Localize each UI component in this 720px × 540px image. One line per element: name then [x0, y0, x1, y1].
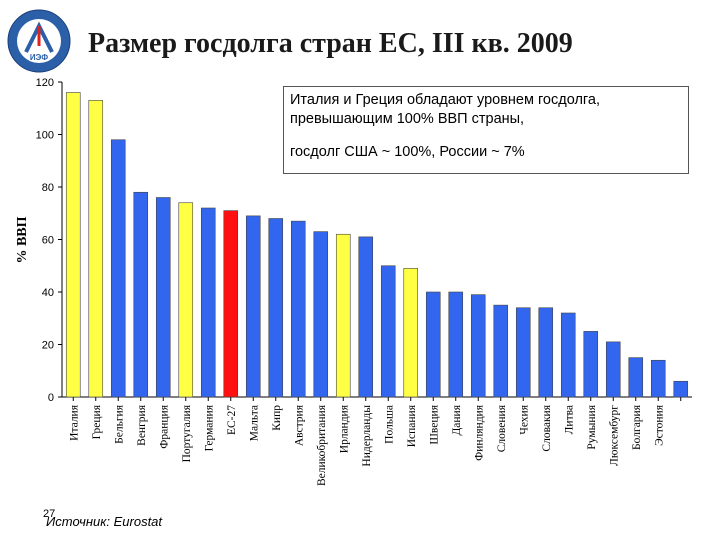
- x-tick-label: Словения: [496, 404, 508, 452]
- bar: [515, 307, 531, 398]
- y-tick-label: 40: [42, 287, 54, 299]
- bar: [133, 191, 149, 398]
- y-tick-label: 60: [42, 235, 54, 247]
- annotation-box: Италия и Греция обладают уровнем госдолг…: [283, 86, 689, 174]
- x-tick-label: Италия: [68, 404, 80, 441]
- source-note: Источник: Eurostat: [46, 514, 163, 529]
- x-tick-label: Финляндия: [473, 404, 485, 461]
- x-tick-label: Ирландия: [338, 404, 350, 453]
- bar: [268, 218, 284, 398]
- x-tick-label: Португалия: [181, 404, 193, 462]
- bar: [605, 341, 621, 398]
- x-tick-label: Румыния: [586, 404, 598, 449]
- x-tick-label: Польша: [383, 405, 395, 444]
- bar: [223, 210, 239, 398]
- bar: [493, 304, 509, 398]
- bar: [380, 265, 396, 398]
- bar: [200, 207, 216, 398]
- bar: [65, 92, 81, 398]
- x-tick-label: Греция: [91, 404, 103, 439]
- y-tick-label: 80: [42, 182, 54, 194]
- y-tick-label: 120: [36, 77, 54, 89]
- bar: [178, 202, 194, 398]
- institute-logo: ИЭФ: [7, 9, 71, 73]
- bar: [628, 357, 644, 398]
- bar: [448, 291, 464, 398]
- bar: [245, 215, 261, 398]
- bar: [110, 139, 126, 398]
- bar: [650, 359, 666, 398]
- bar: [313, 231, 329, 398]
- x-tick-label: ЕС-27: [226, 405, 238, 435]
- bar: [155, 197, 171, 398]
- bar: [583, 331, 599, 398]
- x-tick-label: Швеция: [428, 404, 440, 444]
- bar: [538, 307, 554, 398]
- slide-number: 27: [43, 508, 56, 520]
- x-tick-label: Эстония: [653, 404, 665, 446]
- bar: [88, 100, 104, 398]
- x-tick-label: Болгария: [631, 404, 643, 450]
- x-tick-label: Словакия: [541, 404, 553, 451]
- bar: [290, 220, 306, 398]
- x-tick-label: Германия: [203, 404, 215, 451]
- slide-title: Размер госдолга стран ЕС, III кв. 2009: [88, 28, 573, 59]
- x-tick-label: Испания: [406, 404, 418, 447]
- x-tick-label: Нидерланды: [361, 405, 373, 467]
- x-tick-label: Франция: [158, 404, 170, 448]
- x-tick-label: Австрия: [293, 404, 305, 446]
- bar: [335, 233, 351, 398]
- x-tick-label: Кипр: [271, 405, 283, 431]
- bar: [470, 294, 486, 398]
- bar: [560, 312, 576, 398]
- x-tick-label: Бельгия: [113, 404, 125, 444]
- x-tick-label: Дания: [451, 404, 463, 435]
- x-tick-label: Венгрия: [136, 404, 148, 446]
- bar: [673, 380, 689, 398]
- x-tick-label: Люксембург: [608, 405, 620, 466]
- x-tick-label: Литва: [563, 405, 575, 434]
- y-axis-label: % ВВП: [15, 216, 30, 263]
- x-tick-label: Великобритания: [316, 404, 328, 486]
- bar: [358, 236, 374, 398]
- x-tick-label: Мальта: [248, 405, 260, 441]
- logo-text: ИЭФ: [30, 53, 48, 62]
- bar: [425, 291, 441, 398]
- x-tick-label: Чехия: [518, 404, 530, 434]
- annotation-line-2: госдолг США ~ 100%, России ~ 7%: [290, 144, 525, 160]
- y-tick-label: 20: [42, 340, 54, 352]
- y-tick-label: 0: [48, 392, 54, 404]
- annotation-line-1: Италия и Греция обладают уровнем госдолг…: [290, 92, 600, 127]
- y-tick-label: 100: [36, 130, 54, 142]
- bar: [403, 268, 419, 398]
